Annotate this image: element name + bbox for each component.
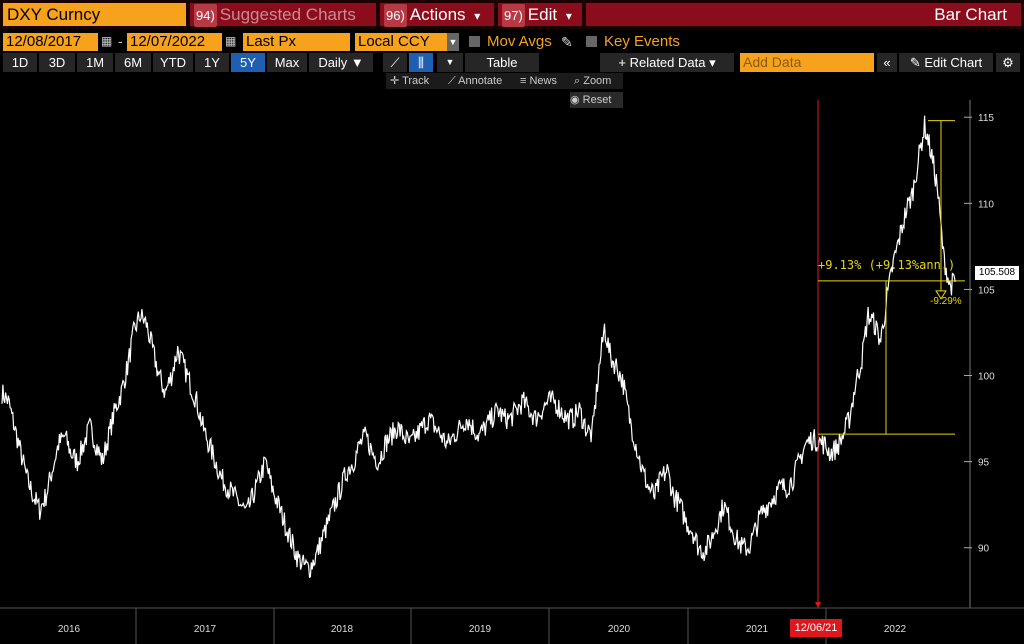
period-1y[interactable]: 1Y [195, 53, 229, 72]
currency-dropdown-icon[interactable]: ▼ [447, 33, 459, 51]
edit-chart-button[interactable]: ✎ Edit Chart [899, 53, 993, 72]
calendar-icon[interactable]: ▦ [225, 34, 237, 48]
x-tick-label: 2018 [331, 624, 354, 635]
chart-annotations [815, 100, 965, 608]
edit-label: Edit [527, 5, 558, 24]
period-max[interactable]: Max [267, 53, 307, 72]
annotate-label: Annotate [458, 75, 503, 87]
news-icon: ≡ [520, 75, 530, 87]
key-events-checkbox[interactable] [586, 36, 597, 47]
actions-label: Actions [409, 5, 466, 24]
y-tick-label: 110 [978, 199, 994, 210]
period-1d[interactable]: 1D [3, 53, 37, 72]
top-bar: DXY Curncy 94) Suggested Charts 96) Action… [0, 0, 1024, 29]
related-data-button[interactable]: + Related Data ▾ [600, 53, 734, 72]
suggested-charts-label: Suggested Charts [219, 5, 356, 24]
chart-type-label: Bar Chart [934, 5, 1007, 24]
gear-icon[interactable]: ⚙ [996, 53, 1020, 72]
price-chart[interactable]: 90 95 100 105 110 115 2016 2017 2018 2019 2020 2021… [0, 100, 1024, 644]
date-separator: - [118, 33, 123, 49]
period-6m[interactable]: 6M [115, 53, 151, 72]
x-tick-label: 2017 [194, 624, 217, 635]
calendar-icon[interactable]: ▦ [101, 34, 113, 48]
annotate-tool[interactable]: ⟋ Annotate [448, 73, 512, 89]
y-tick-label: 90 [978, 544, 990, 555]
key-events-label[interactable]: Key Events [604, 33, 680, 50]
zoom-tool[interactable]: ⌕ Zoom [574, 73, 622, 89]
last-price-tag: 105.508 [975, 266, 1019, 280]
crosshair-icon: ✛ [390, 75, 403, 87]
suggested-charts-button[interactable]: 94) Suggested Charts [190, 3, 376, 27]
x-tick-label: 2016 [58, 624, 81, 635]
change-label: +9.13% (+9.13%ann.) [818, 258, 956, 272]
y-tick-label: 105 [978, 285, 995, 296]
suggested-charts-number: 94) [194, 4, 217, 27]
collapse-icon[interactable]: « [877, 53, 897, 72]
reset-button[interactable]: ◉ Reset [570, 92, 623, 108]
reset-label: Reset [582, 94, 612, 106]
edit-button[interactable]: 97) Edit ▾ [498, 3, 582, 27]
current-date-marker: 12/06/21 [790, 619, 842, 637]
chevron-down-icon: ▾ [565, 9, 572, 23]
chevron-down-icon: ▾ [474, 9, 481, 23]
x-tick-label: 2022 [884, 624, 907, 635]
x-tick-label: 2021 [746, 624, 769, 635]
zoom-icon: ⌕ [574, 75, 584, 87]
mov-avgs-label[interactable]: Mov Avgs [487, 33, 552, 50]
news-tool[interactable]: ≡ News [520, 73, 566, 89]
toolbar: 1D 3D 1M 6M YTD 1Y 5Y Max Daily ▼ ⟋ ⫼ ▼ … [0, 52, 1024, 72]
price-series [1, 115, 957, 579]
drawdown-arrow [935, 290, 947, 300]
zoom-label: Zoom [583, 75, 612, 87]
add-data-input[interactable]: Add Data [740, 53, 874, 72]
edit-chart-label: Edit Chart [924, 55, 983, 70]
y-tick-label: 115 [978, 113, 994, 124]
pencil-icon[interactable]: ✎ [561, 34, 573, 50]
y-tick-label: 100 [978, 372, 995, 383]
ticker-field[interactable]: DXY Curncy [3, 3, 186, 26]
current-date-arrow [815, 602, 821, 608]
period-5y[interactable]: 5Y [231, 53, 265, 72]
pencil-icon: ✎ [909, 55, 925, 70]
start-date-field[interactable]: 12/08/2017 [3, 33, 98, 51]
period-1m[interactable]: 1M [77, 53, 113, 72]
currency-select[interactable]: Local CCY [355, 33, 447, 51]
chart-type-title: Bar Chart [586, 3, 1021, 26]
actions-button[interactable]: 96) Actions ▾ [380, 3, 494, 27]
x-tick-label: 2020 [608, 624, 631, 635]
annotate-icon: ⟋ [448, 75, 459, 87]
y-tick-label: 95 [978, 458, 990, 469]
period-ytd[interactable]: YTD [153, 53, 193, 72]
price-line [1, 115, 957, 579]
drawdown-label: -9.29% [930, 296, 962, 307]
mov-avgs-checkbox[interactable] [469, 36, 480, 47]
price-field-select[interactable]: Last Px [243, 33, 350, 51]
edit-number: 97) [502, 4, 525, 27]
bar-chart-icon[interactable]: ⫼ [409, 53, 433, 72]
end-date-field[interactable]: 12/07/2022 [127, 33, 222, 51]
period-3d[interactable]: 3D [39, 53, 75, 72]
news-label: News [529, 75, 557, 87]
actions-number: 96) [384, 4, 407, 27]
table-button[interactable]: Table [465, 53, 539, 72]
track-tool[interactable]: ✛ Track [390, 73, 440, 89]
line-chart-icon[interactable]: ⟋ [383, 53, 407, 72]
chart-axes: 90 95 100 105 110 115 2016 2017 2018 2019 2020 2021… [0, 100, 1024, 644]
frequency-select[interactable]: Daily ▼ [309, 53, 373, 72]
chart-style-dropdown-icon[interactable]: ▼ [437, 53, 463, 72]
reset-icon: ◉ [570, 94, 583, 106]
x-tick-label: 2019 [469, 624, 492, 635]
settings-bar: 12/08/2017 ▦ - 12/07/2022 ▦ Last Px Loca… [0, 31, 1024, 53]
track-label: Track [402, 75, 430, 87]
